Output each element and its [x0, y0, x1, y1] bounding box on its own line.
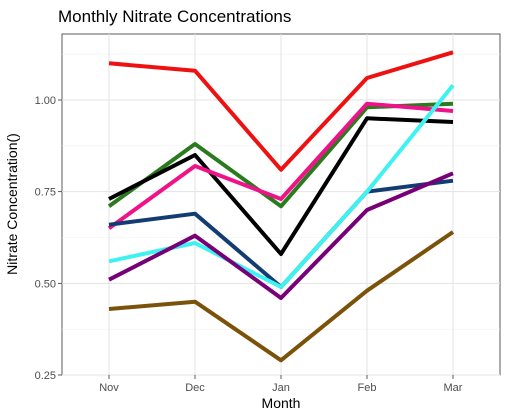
series-line-4: [107, 101, 454, 230]
x-tick-label: Mar: [444, 382, 463, 394]
y-axis-ticks: 0.25 0.50 0.75 1.00: [35, 95, 62, 382]
x-tick-label: Dec: [185, 382, 205, 394]
chart-title: Monthly Nitrate Concentrations: [58, 7, 291, 26]
x-tick-label: Feb: [358, 382, 377, 394]
y-tick-label: 1.00: [35, 95, 56, 107]
x-tick-label: Jan: [272, 382, 290, 394]
series-line-3: [108, 116, 454, 256]
series-line-8: [108, 230, 455, 363]
series-lines: [107, 50, 455, 363]
y-tick-label: 0.25: [35, 370, 56, 382]
y-tick-label: 0.50: [35, 278, 56, 290]
series-line-7: [108, 171, 454, 300]
y-tick-label: 0.75: [35, 187, 56, 199]
series-line-1: [108, 50, 454, 172]
x-tick-label: Nov: [99, 382, 119, 394]
x-axis-ticks: Nov Dec Jan Feb Mar: [99, 375, 463, 394]
x-axis-title: Month: [262, 395, 301, 411]
y-axis-title: Nitrate Concentration(): [4, 133, 20, 275]
